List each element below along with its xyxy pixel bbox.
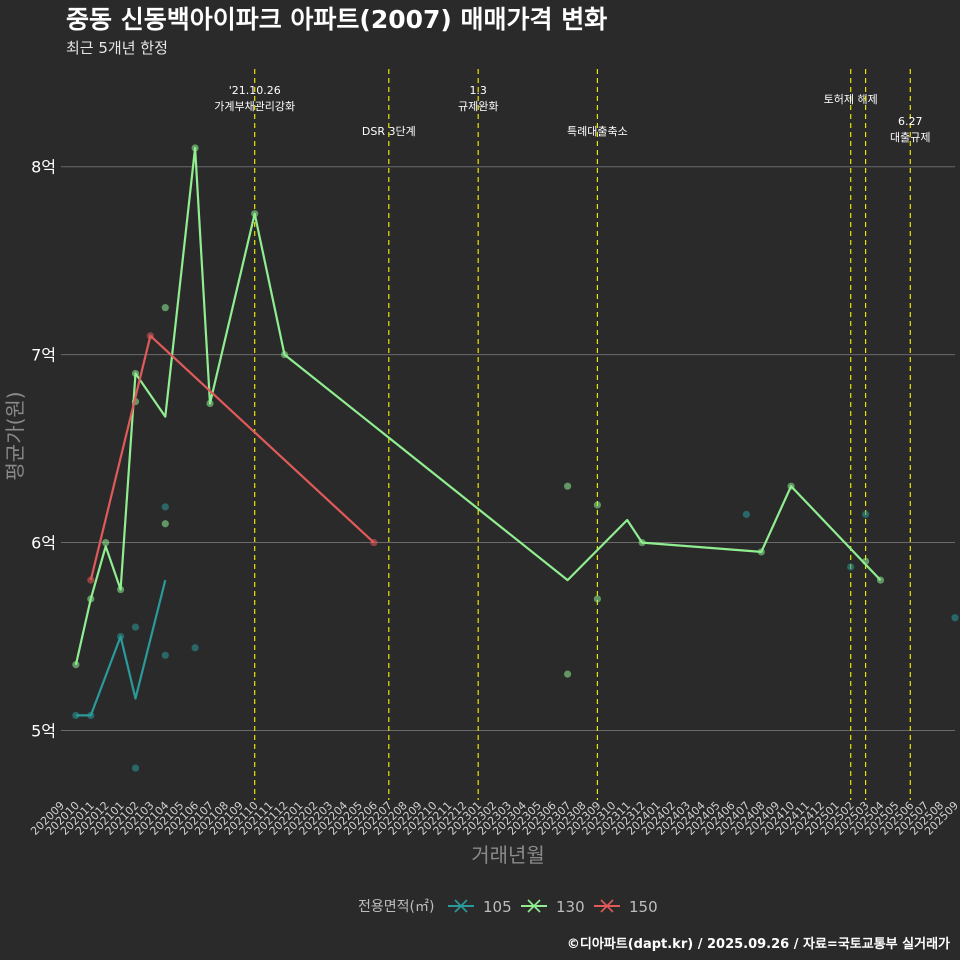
data-point (161, 651, 169, 659)
x-axis-title: 거래년월 (471, 843, 545, 867)
y-axis-title: 평균가(원) (3, 391, 27, 480)
data-point (593, 501, 602, 509)
y-tick-label: 6억 (31, 534, 56, 553)
event-label: 가계부채관리강화 (214, 100, 295, 113)
legend-swatch (527, 899, 541, 913)
event-label: DSR 3단계 (362, 125, 416, 138)
data-point (951, 614, 959, 622)
data-point (102, 538, 110, 547)
data-point (564, 670, 572, 678)
y-gridlines (61, 166, 955, 731)
x-tick-labels: 2020092020102020112020122021012021022021… (28, 799, 960, 838)
data-series (72, 144, 959, 772)
event-label: 6.27 (898, 115, 923, 128)
event-label: 대출규제 (890, 131, 930, 144)
y-tick-label: 8억 (31, 158, 56, 177)
y-tick-label: 5억 (31, 721, 56, 740)
chart-title: 중동 신동백아이파크 아파트(2007) 매매가격 변화 (66, 5, 607, 34)
data-point (131, 764, 140, 772)
data-point (593, 595, 602, 603)
legend-label: 150 (629, 898, 658, 916)
series-line (74, 146, 882, 665)
legend-swatch (454, 899, 468, 913)
data-point (161, 520, 169, 528)
y-tick-labels: 5억 6억 7억 8억 (31, 158, 56, 741)
data-point (564, 482, 572, 490)
legend-label: 130 (556, 898, 585, 916)
chart-subtitle: 최근 5개년 한정 (66, 39, 168, 57)
data-point (131, 623, 140, 631)
data-point (87, 576, 95, 584)
event-label: 규제완화 (458, 100, 498, 113)
data-point (862, 510, 870, 518)
data-point (191, 644, 199, 652)
series-line (75, 579, 167, 717)
y-tick-label: 7억 (31, 346, 56, 365)
legend-label: 105 (483, 898, 512, 916)
event-label: 1.3 (469, 84, 487, 97)
series-line (89, 334, 375, 581)
legend: 전용면적(㎡) 105 130 150 (358, 898, 658, 916)
chart-caption: ©디아파트(dapt.kr) / 2025.09.26 / 자료=국토교통부 실… (567, 936, 950, 952)
legend-title: 전용면적(㎡) (358, 899, 434, 915)
event-label: 특례대출축소 (567, 125, 628, 138)
data-point (161, 503, 169, 511)
legend-swatch (600, 899, 614, 913)
event-label: '21.10.26 (229, 84, 281, 97)
data-point (161, 304, 169, 312)
data-point (742, 510, 751, 518)
data-point (847, 563, 855, 571)
event-label: 토허제 해제 (824, 92, 878, 106)
